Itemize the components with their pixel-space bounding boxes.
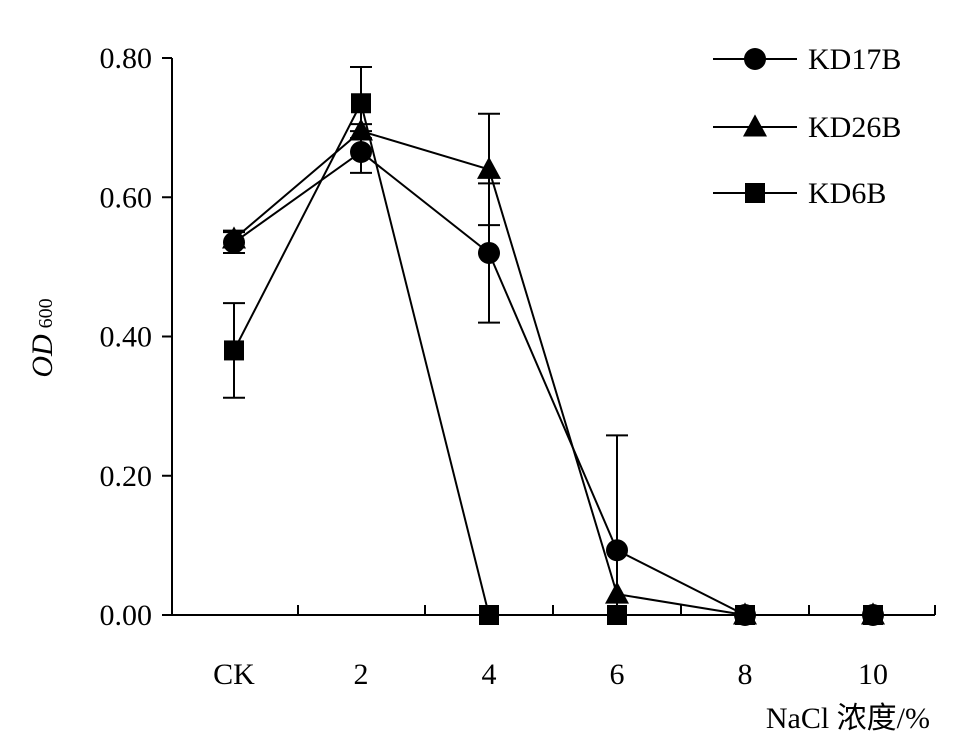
x-ticks: CK 2 4 6 8 10	[213, 605, 936, 691]
data-point	[224, 340, 244, 361]
x-tick-label: 6	[610, 658, 625, 691]
x-tick-label: 2	[354, 658, 369, 691]
series-KD6B	[223, 66, 883, 625]
series-KD17B	[223, 130, 884, 626]
x-axis-title: NaCl 浓度/%	[766, 702, 930, 735]
y-axis-title-sub: 600	[35, 298, 57, 328]
data-point	[606, 539, 628, 562]
y-tick-label: 0.00	[100, 599, 153, 632]
series-layer	[222, 66, 885, 626]
legend-item-KD6B: KD6B	[713, 177, 886, 210]
data-point	[478, 241, 500, 264]
y-axis-title-main: OD	[26, 334, 59, 378]
legend-label: KD6B	[808, 177, 886, 210]
legend-item-KD17B: KD17B	[713, 43, 901, 76]
series-line	[233, 100, 873, 616]
data-point	[605, 581, 629, 604]
legend-marker	[743, 114, 767, 137]
x-tick-label: CK	[213, 658, 255, 691]
y-tick-label: 0.40	[100, 321, 153, 354]
x-tick-label: 10	[858, 658, 888, 691]
x-tick-label: 8	[738, 658, 753, 691]
data-point	[222, 226, 246, 249]
legend-marker	[745, 183, 765, 203]
data-point	[735, 605, 755, 625]
y-axis-title: OD 600	[26, 298, 59, 377]
legend-label: KD26B	[808, 111, 901, 144]
y-ticks: 0.00 0.20 0.40 0.60 0.80	[100, 42, 172, 632]
legend-item-KD26B: KD26B	[713, 111, 901, 144]
data-point	[607, 605, 627, 625]
legend-label: KD17B	[808, 43, 901, 76]
data-point	[351, 93, 371, 114]
data-point	[863, 605, 883, 625]
series-line	[233, 129, 873, 616]
y-tick-label: 0.20	[100, 460, 153, 493]
data-point	[350, 140, 372, 163]
y-tick-label: 0.60	[100, 181, 153, 214]
legend: KD17B KD26B KD6B	[713, 43, 901, 210]
y-tick-label: 0.80	[100, 42, 153, 75]
x-tick-label: 4	[482, 658, 497, 691]
series-KD26B	[222, 112, 885, 625]
data-point	[479, 605, 499, 625]
legend-marker	[744, 48, 766, 70]
data-point	[477, 156, 501, 179]
